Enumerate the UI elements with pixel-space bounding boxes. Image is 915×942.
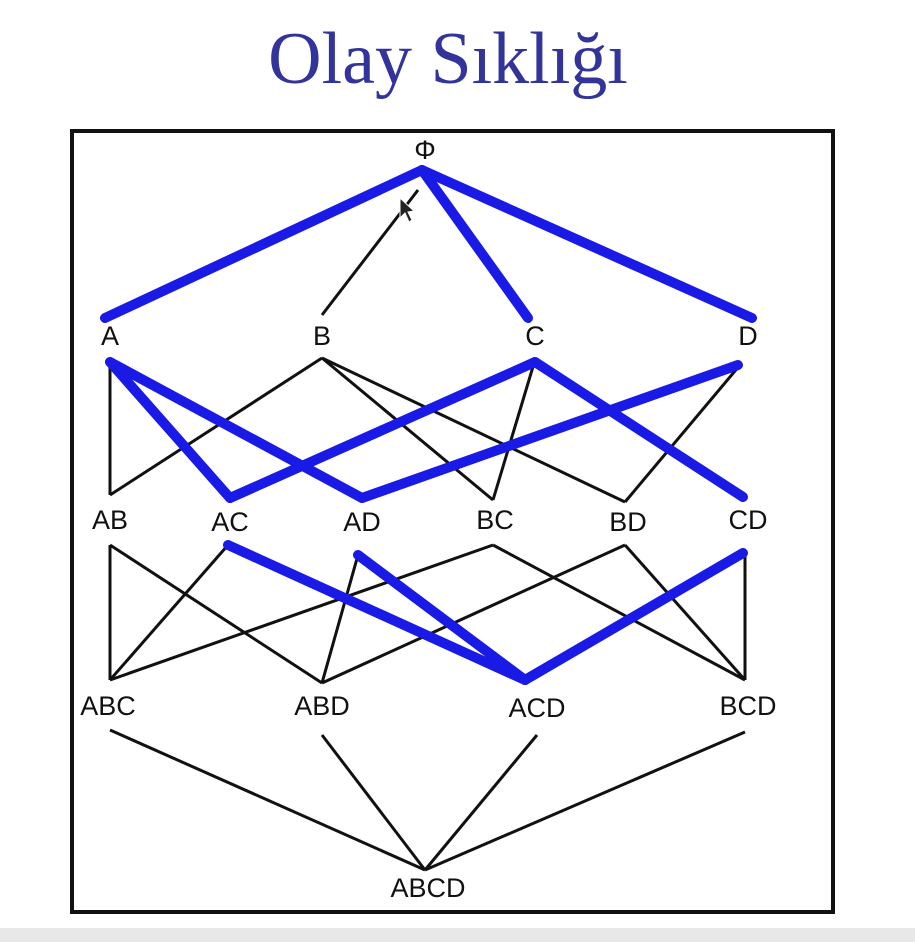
highlighted-edges <box>100 165 757 685</box>
node-label: C <box>525 321 545 351</box>
node-label: ABCD <box>390 873 465 903</box>
edge <box>623 544 747 681</box>
edge <box>321 356 494 502</box>
node-labels: Φ A B C D AB AC AD BC BD CD ABC ABD ACD … <box>80 135 776 903</box>
edge <box>108 544 230 681</box>
highlight-edge <box>417 165 757 323</box>
bottom-bar <box>0 928 915 942</box>
highlight-edge <box>530 357 748 502</box>
node-label: D <box>738 321 758 351</box>
node-label: B <box>313 321 331 351</box>
node-label: BC <box>476 505 514 535</box>
edge <box>491 359 537 501</box>
highlight-edge <box>357 360 743 503</box>
edge <box>109 543 323 685</box>
highlight-edge <box>105 357 235 503</box>
node-label: CD <box>729 505 768 535</box>
edge <box>320 734 427 871</box>
node-label: AD <box>343 507 381 537</box>
edge <box>492 543 746 682</box>
node-label: BD <box>609 507 647 537</box>
frame <box>70 129 835 914</box>
node-label: A <box>101 321 119 351</box>
node-label: Φ <box>414 135 436 165</box>
node-label: AC <box>211 507 249 537</box>
node-label: ABC <box>80 691 136 721</box>
node-label: AB <box>92 505 128 535</box>
edge <box>321 543 626 685</box>
node-label: ABD <box>294 691 350 721</box>
highlight-edge <box>105 357 367 503</box>
edge <box>109 728 426 872</box>
edge <box>423 734 539 871</box>
edge <box>623 364 742 503</box>
mouse-cursor <box>399 196 416 223</box>
node-label: BCD <box>719 691 776 721</box>
highlight-edge <box>223 540 530 685</box>
highlight-edge <box>353 550 530 685</box>
edge <box>320 554 360 684</box>
edge <box>424 730 746 872</box>
highlight-edge <box>520 548 748 685</box>
highlight-edge <box>100 165 427 323</box>
edge <box>109 356 323 497</box>
edge <box>321 356 626 504</box>
edges <box>108 189 747 872</box>
highlight-edge <box>225 357 540 503</box>
edge <box>109 543 494 682</box>
highlight-edge <box>417 165 533 323</box>
title: Olay Sıklığı <box>268 18 628 100</box>
node-label: ACD <box>508 693 565 723</box>
